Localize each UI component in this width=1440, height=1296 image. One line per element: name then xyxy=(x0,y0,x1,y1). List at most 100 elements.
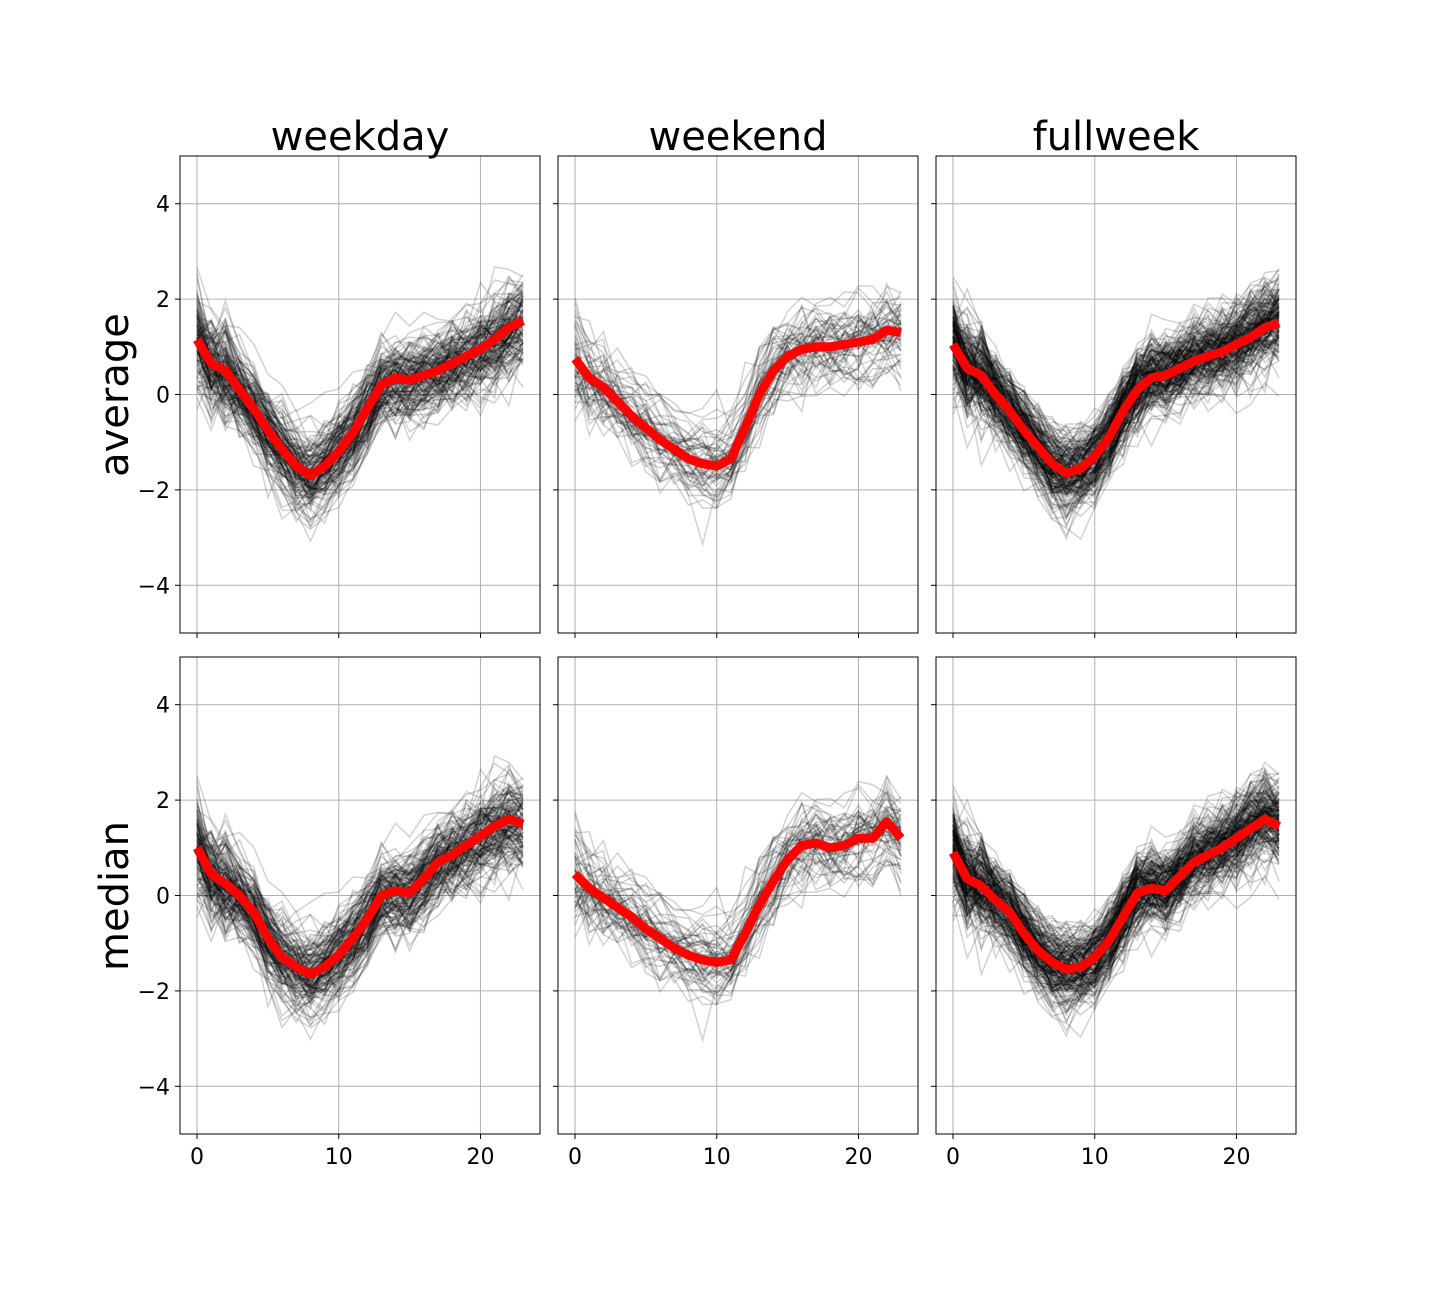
individual-profile-line xyxy=(196,336,524,493)
individual-profile-line xyxy=(952,381,1280,541)
individual-profile-line xyxy=(574,356,902,494)
individual-profile-line xyxy=(196,319,524,524)
individual-profile-line xyxy=(196,793,524,957)
individual-profile-line xyxy=(196,855,524,996)
panel-average-weekday: 4 2 0 −2 −4 xyxy=(138,155,541,638)
x-tick-label: 20 xyxy=(1222,1145,1250,1170)
individual-profile-line xyxy=(196,293,524,464)
individual-profile-line xyxy=(952,285,1280,446)
x-tick-label: 20 xyxy=(844,1145,872,1170)
individual-profiles xyxy=(952,761,1280,1039)
individual-profile-line xyxy=(574,804,902,936)
individual-profile-line xyxy=(952,804,1280,963)
x-tick-label: 20 xyxy=(466,1145,494,1170)
individual-profile-line xyxy=(952,811,1280,1013)
individual-profile-line xyxy=(196,767,524,959)
individual-profile-line xyxy=(952,811,1280,982)
individual-profile-line xyxy=(952,818,1280,954)
individual-profile-line xyxy=(196,281,524,450)
individual-profile-line xyxy=(574,829,902,982)
individual-profile-line xyxy=(196,785,524,989)
individual-profile-line xyxy=(952,831,1280,968)
individual-profile-line xyxy=(952,836,1280,1033)
individual-profile-line xyxy=(574,308,902,509)
individual-profile-line xyxy=(196,813,524,993)
individual-profile-line xyxy=(952,840,1280,1004)
x-tick-label: 0 xyxy=(946,1145,960,1170)
individual-profile-line xyxy=(196,306,524,456)
individual-profile-line xyxy=(196,859,524,1008)
individual-profile-line xyxy=(952,278,1280,499)
individual-profile-line xyxy=(952,303,1280,432)
individual-profile-line xyxy=(952,318,1280,500)
individual-profile-line xyxy=(952,334,1280,537)
individual-profile-line xyxy=(952,815,1280,952)
individual-profile-line xyxy=(952,298,1280,453)
individual-profile-line xyxy=(196,808,524,957)
individual-profile-line xyxy=(952,328,1280,489)
individual-profile-line xyxy=(196,357,524,521)
column-title-fullweek: fullweek xyxy=(1033,114,1201,160)
individual-profile-line xyxy=(952,329,1280,507)
individual-profile-line xyxy=(574,353,902,487)
individual-profile-line xyxy=(196,329,524,528)
individual-profile-line xyxy=(574,338,902,483)
individual-profile-line xyxy=(952,338,1280,476)
y-tick-label: 4 xyxy=(156,193,170,218)
individual-profile-line xyxy=(574,806,902,1005)
individual-profile-line xyxy=(952,295,1280,468)
individual-profile-line xyxy=(196,316,523,469)
individual-profile-line xyxy=(952,761,1280,968)
individual-profile-line xyxy=(196,802,524,959)
individual-profile-line xyxy=(952,329,1280,493)
individual-profile-line xyxy=(196,340,524,491)
individual-profile-line xyxy=(952,831,1280,986)
individual-profile-line xyxy=(952,820,1280,974)
individual-profile-line xyxy=(952,351,1280,517)
individual-profile-line xyxy=(196,322,524,496)
individual-profile-line xyxy=(574,331,902,491)
panel-average-weekend xyxy=(553,155,919,638)
individual-profile-line xyxy=(952,288,1280,452)
individual-profile-line xyxy=(952,796,1280,929)
individual-profile-line xyxy=(952,323,1280,451)
individual-profile-line xyxy=(196,828,524,992)
individual-profile-line xyxy=(196,295,524,434)
individual-profile-line xyxy=(952,786,1280,948)
individual-profile-line xyxy=(574,857,902,990)
individual-profile-line xyxy=(574,847,902,984)
y-tick-label: −4 xyxy=(138,1075,170,1100)
individual-profile-line xyxy=(196,342,524,513)
panel-average-fullweek xyxy=(931,155,1297,638)
individual-profile-line xyxy=(574,831,902,978)
individual-profile-line xyxy=(952,826,1280,992)
individual-profile-line xyxy=(196,331,524,493)
individual-profile-line xyxy=(574,822,902,987)
individual-profile-line xyxy=(952,809,1280,964)
individual-profile-line xyxy=(196,763,524,997)
individual-profile-line xyxy=(952,829,1280,1006)
individual-profile-line xyxy=(574,806,902,997)
individual-profile-line xyxy=(196,337,524,524)
individual-profile-line xyxy=(196,306,524,458)
individual-profile-line xyxy=(952,775,1280,963)
individual-profile-line xyxy=(952,306,1280,465)
individual-profile-line xyxy=(952,360,1280,518)
individual-profile-line xyxy=(196,789,524,991)
individual-profile-line xyxy=(952,797,1280,952)
individual-profile-line xyxy=(952,289,1280,459)
individual-profile-line xyxy=(196,358,524,531)
individual-profile-line xyxy=(196,765,524,969)
individual-profile-line xyxy=(952,859,1280,1016)
y-tick-label: 0 xyxy=(156,384,170,409)
individual-profile-line xyxy=(952,794,1280,969)
individual-profile-line xyxy=(952,318,1280,455)
individual-profile-line xyxy=(952,302,1280,454)
individual-profile-line xyxy=(952,302,1280,487)
individual-profile-line xyxy=(196,304,524,453)
individual-profile-line xyxy=(952,834,1280,1008)
individual-profile-line xyxy=(196,842,524,996)
individual-profile-line xyxy=(952,274,1280,461)
individual-profile-line xyxy=(196,841,524,1015)
individual-profile-line xyxy=(952,312,1280,447)
